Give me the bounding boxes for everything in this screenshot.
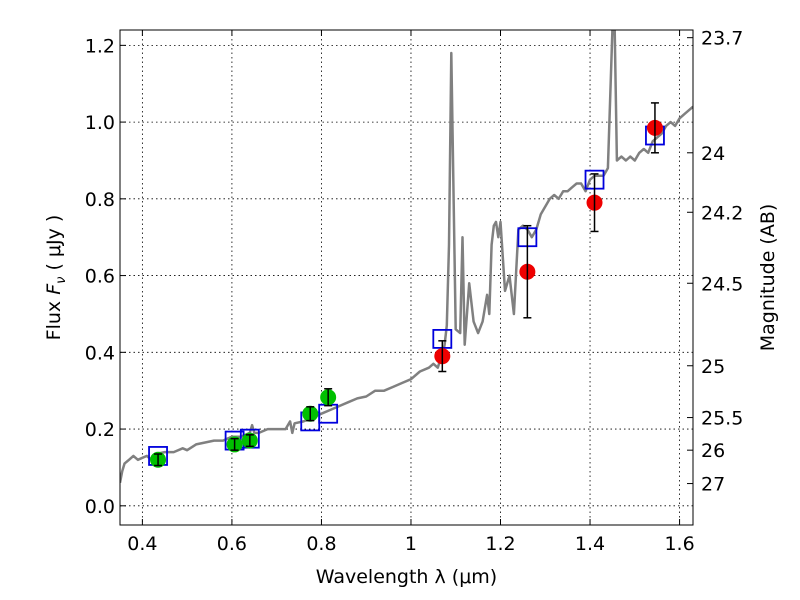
y-axis-label-symbol: F	[43, 283, 65, 295]
x-tick-label: 1.2	[485, 533, 515, 555]
x-tick-label: 0.8	[306, 533, 336, 555]
y-axis-label-subscript: ν	[54, 277, 69, 284]
y-axis-label: Flux Fν ( μJy )	[43, 215, 69, 341]
y-tick-label: 1.0	[85, 112, 115, 134]
x-tick-label: 1.4	[575, 533, 605, 555]
y-axis-label-suffix: ( μJy )	[43, 215, 65, 277]
right-axis-label: Magnitude (AB)	[757, 204, 779, 352]
spectrum-layer	[120, 30, 693, 484]
y-tick-label: 0.6	[85, 266, 115, 288]
right-tick-label: 24.2	[701, 202, 743, 224]
right-tick-label: 24.5	[701, 273, 743, 295]
right-tick-label: 27	[701, 474, 725, 496]
x-tick-label: 0.6	[217, 533, 247, 555]
spectrum-line	[120, 30, 693, 484]
right-tick-label: 25	[701, 356, 725, 378]
points-layer	[148, 102, 665, 468]
y-tick-label: 0.8	[85, 189, 115, 211]
ticks-layer: 0.4 0.6 0.8 1 1.2 1.4 1.6 0.0 0.2 0.4 0.6 0.8 1.0 1.2…	[85, 28, 744, 555]
plot-frame	[119, 29, 694, 526]
y-tick-label: 1.2	[85, 35, 115, 57]
x-tick-label: 1.6	[664, 533, 694, 555]
right-tick-label: 25.5	[701, 408, 743, 430]
y-tick-label: 0.2	[85, 419, 115, 441]
y-tick-label: 0.0	[85, 496, 115, 518]
right-tick-label: 26	[701, 440, 725, 462]
right-tick-label: 23.7	[701, 28, 743, 50]
right-tick-label: 24	[701, 143, 725, 165]
y-axis-label-prefix: Flux	[43, 295, 65, 341]
grid-lines	[120, 30, 693, 525]
y-tick-label: 0.4	[85, 342, 115, 364]
x-tick-label: 1	[405, 533, 417, 555]
x-tick-label: 0.4	[127, 533, 157, 555]
x-axis-label: Wavelength λ (μm)	[316, 566, 497, 588]
